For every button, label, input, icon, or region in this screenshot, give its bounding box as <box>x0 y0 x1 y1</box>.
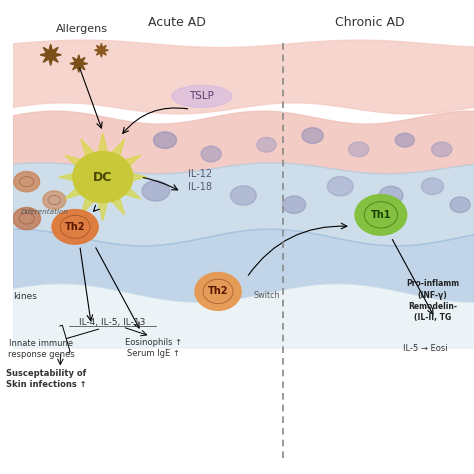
Ellipse shape <box>257 137 276 152</box>
Text: Th2: Th2 <box>65 222 85 232</box>
Ellipse shape <box>395 133 414 147</box>
Ellipse shape <box>302 128 323 144</box>
Ellipse shape <box>154 132 176 148</box>
Ellipse shape <box>13 208 40 229</box>
Ellipse shape <box>43 191 66 210</box>
Ellipse shape <box>142 181 170 201</box>
Polygon shape <box>70 55 88 73</box>
Ellipse shape <box>431 142 452 157</box>
Text: IL-5 → Eosi: IL-5 → Eosi <box>403 344 448 353</box>
Text: DC: DC <box>93 171 112 183</box>
Ellipse shape <box>201 146 221 162</box>
Text: kines: kines <box>13 292 36 301</box>
Polygon shape <box>40 44 61 65</box>
Ellipse shape <box>355 194 407 235</box>
Ellipse shape <box>172 85 232 108</box>
Polygon shape <box>94 43 108 57</box>
Text: Th1: Th1 <box>371 210 391 220</box>
Text: Acute AD: Acute AD <box>147 16 206 29</box>
Text: IL-12
IL-18: IL-12 IL-18 <box>188 169 212 192</box>
Text: Eosinophils ↑
Serum IgE ↑: Eosinophils ↑ Serum IgE ↑ <box>125 337 182 358</box>
Text: Innate immune
response genes: Innate immune response genes <box>8 338 75 359</box>
Text: Allergens: Allergens <box>56 25 108 35</box>
Text: TSLP: TSLP <box>190 91 214 101</box>
Ellipse shape <box>421 178 444 194</box>
Text: Switch: Switch <box>254 291 280 300</box>
Ellipse shape <box>230 186 256 205</box>
Ellipse shape <box>195 273 241 310</box>
Text: Diferentation: Diferentation <box>21 209 69 215</box>
Ellipse shape <box>450 197 470 212</box>
Polygon shape <box>59 133 146 221</box>
Text: Susceptability of
Skin infections ↑: Susceptability of Skin infections ↑ <box>6 369 86 389</box>
Ellipse shape <box>283 196 306 213</box>
Ellipse shape <box>14 172 40 192</box>
Text: Th2: Th2 <box>208 286 228 296</box>
Text: Pro-inflamm
(INF-γ)
Remodelin-
(IL-II, TG: Pro-inflamm (INF-γ) Remodelin- (IL-II, T… <box>406 280 459 322</box>
Ellipse shape <box>73 152 133 202</box>
Ellipse shape <box>52 210 98 244</box>
Ellipse shape <box>348 142 369 157</box>
Ellipse shape <box>379 186 403 205</box>
Text: IL-4, IL-5, IL-13: IL-4, IL-5, IL-13 <box>79 318 145 327</box>
Ellipse shape <box>328 177 353 196</box>
Text: Chronic AD: Chronic AD <box>336 16 405 29</box>
